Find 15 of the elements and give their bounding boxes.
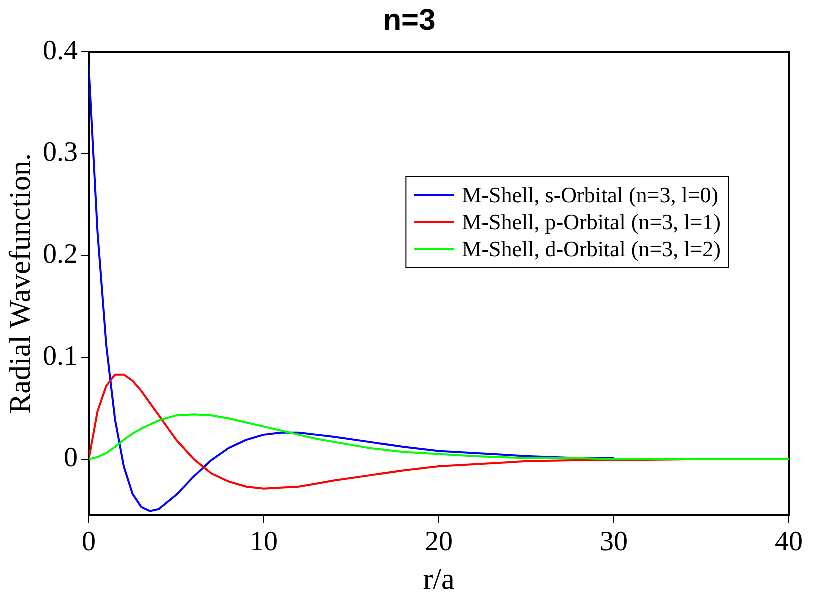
x-tick-label: 40 [775,526,803,558]
y-tick-label: 0.4 [43,35,78,66]
y-axis-title: Radial Wavefunction. [4,154,37,414]
y-tick-label: 0 [64,442,78,474]
x-tick-label: 30 [600,526,628,558]
legend-label: M-Shell, d-Orbital (n=3, l=2) [462,236,722,262]
legend-label: M-Shell, s-Orbital (n=3, l=0) [462,182,719,208]
x-axis-title: r/a [423,562,455,596]
chart-title: n=3 [383,4,436,37]
y-tick-label: 0.3 [43,137,78,168]
y-tick-label: 0.1 [43,340,78,372]
y-tick-label: 0.2 [43,239,78,270]
legend-label: M-Shell, p-Orbital (n=3, l=1) [462,209,722,234]
x-tick-label: 10 [250,526,278,558]
x-tick-label: 20 [425,526,453,558]
